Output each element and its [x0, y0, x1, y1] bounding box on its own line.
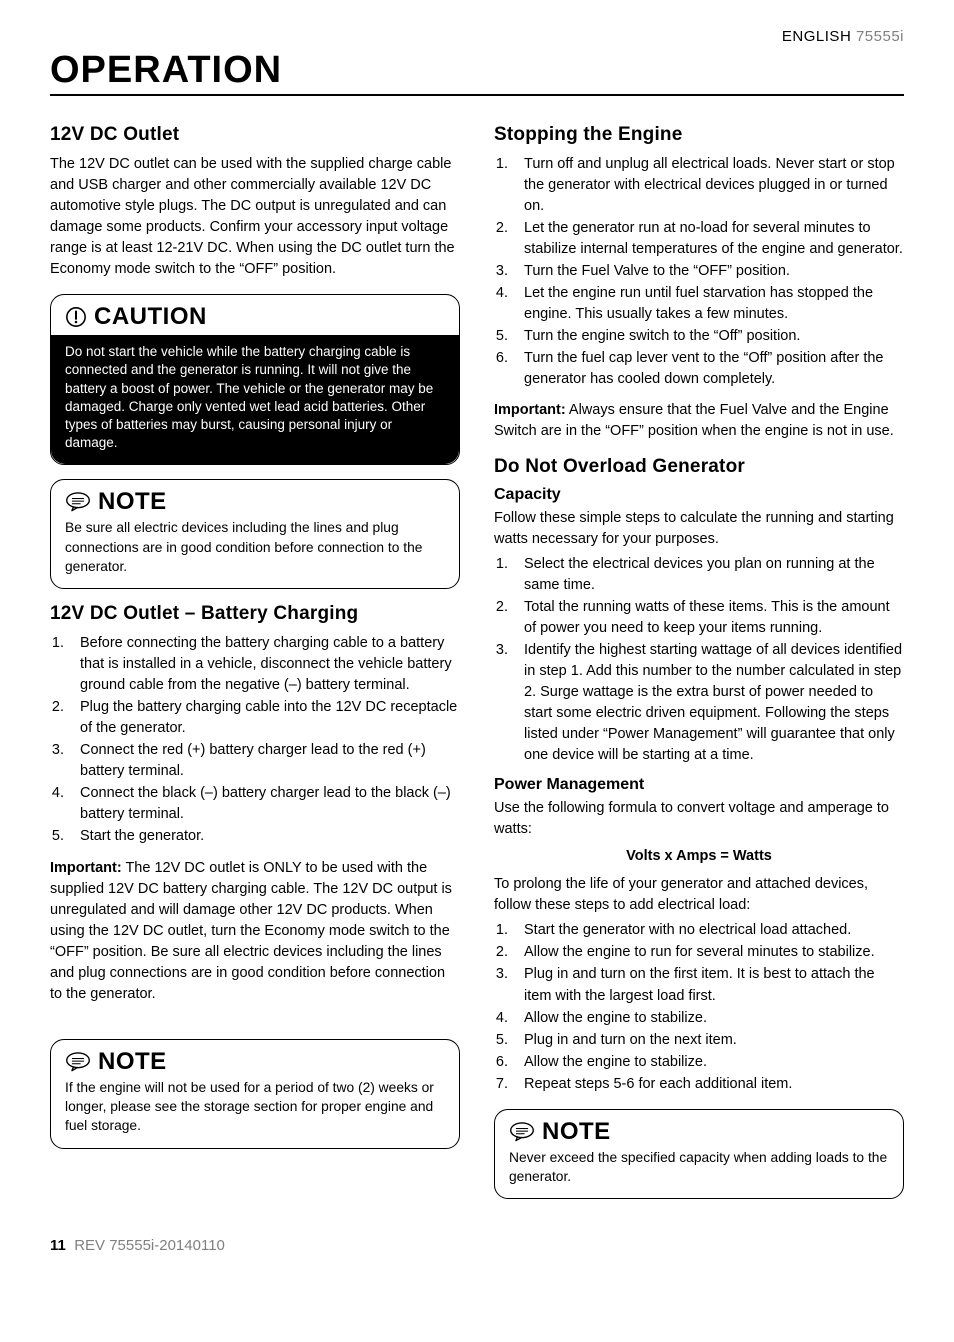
list-item: Plug in and turn on the first item. It i…: [512, 964, 904, 1006]
pm-body2: To prolong the life of your generator an…: [494, 874, 904, 916]
speech-icon: [509, 1121, 535, 1143]
stopping-important: Important: Always ensure that the Fuel V…: [494, 400, 904, 442]
charging-steps: Before connecting the battery charging c…: [50, 633, 460, 847]
note-callout-1: NOTE Be sure all electric devices includ…: [50, 479, 460, 589]
capacity-body: Follow these simple steps to calculate t…: [494, 508, 904, 550]
list-item: Plug in and turn on the next item.: [512, 1030, 904, 1051]
note3-header: NOTE: [509, 1118, 889, 1146]
language-label: ENGLISH: [782, 28, 851, 45]
dc-outlet-heading: 12V DC Outlet: [50, 124, 460, 146]
important-body: The 12V DC outlet is ONLY to be used wit…: [50, 860, 452, 1002]
list-item: Allow the engine to run for several minu…: [512, 942, 904, 963]
pm-steps: Start the generator with no electrical l…: [494, 920, 904, 1094]
pm-body: Use the following formula to convert vol…: [494, 798, 904, 840]
list-item: Plug the battery charging cable into the…: [68, 697, 460, 739]
important-label: Important:: [494, 402, 566, 418]
charging-heading: 12V DC Outlet – Battery Charging: [50, 603, 460, 625]
note1-label: NOTE: [98, 488, 167, 516]
note-callout-3: NOTE Never exceed the specified capacity…: [494, 1109, 904, 1200]
note-callout-2: NOTE If the engine will not be used for …: [50, 1039, 460, 1149]
revision-label: REV 75555i-20140110: [74, 1237, 225, 1254]
note2-header: NOTE: [65, 1048, 445, 1076]
language-model-header: ENGLISH 75555i: [50, 28, 904, 45]
list-item: Allow the engine to stabilize.: [512, 1008, 904, 1029]
page-number: 11: [50, 1237, 66, 1254]
right-column: Stopping the Engine Turn off and unplug …: [494, 124, 904, 1213]
list-item: Connect the red (+) battery charger lead…: [68, 740, 460, 782]
note3-body: Never exceed the specified capacity when…: [509, 1148, 889, 1187]
page-footer: 11 REV 75555i-20140110: [50, 1237, 904, 1254]
speech-icon: [65, 1051, 91, 1073]
stopping-steps: Turn off and unplug all electrical loads…: [494, 154, 904, 390]
note2-label: NOTE: [98, 1048, 167, 1076]
list-item: Let the engine run until fuel starvation…: [512, 283, 904, 325]
list-item: Connect the black (–) battery charger le…: [68, 783, 460, 825]
pm-heading: Power Management: [494, 776, 904, 794]
overload-heading: Do Not Overload Generator: [494, 456, 904, 478]
charging-important: Important: The 12V DC outlet is ONLY to …: [50, 858, 460, 1005]
list-item: Allow the engine to stabilize.: [512, 1052, 904, 1073]
capacity-heading: Capacity: [494, 486, 904, 504]
list-item: Before connecting the battery charging c…: [68, 633, 460, 696]
note2-body: If the engine will not be used for a per…: [65, 1078, 445, 1136]
list-item: Identify the highest starting wattage of…: [512, 640, 904, 766]
list-item: Start the generator with no electrical l…: [512, 920, 904, 941]
dc-outlet-body: The 12V DC outlet can be used with the s…: [50, 154, 460, 280]
model-label: 75555i: [856, 28, 904, 45]
content-columns: 12V DC Outlet The 12V DC outlet can be u…: [50, 124, 904, 1213]
list-item: Repeat steps 5-6 for each additional ite…: [512, 1074, 904, 1095]
note1-header: NOTE: [65, 488, 445, 516]
caution-icon: [65, 306, 87, 328]
caution-label: CAUTION: [94, 303, 207, 331]
left-column: 12V DC Outlet The 12V DC outlet can be u…: [50, 124, 460, 1213]
list-item: Select the electrical devices you plan o…: [512, 554, 904, 596]
list-item: Total the running watts of these items. …: [512, 597, 904, 639]
list-item: Turn off and unplug all electrical loads…: [512, 154, 904, 217]
capacity-steps: Select the electrical devices you plan o…: [494, 554, 904, 766]
formula: Volts x Amps = Watts: [494, 848, 904, 864]
caution-callout: CAUTION Do not start the vehicle while t…: [50, 294, 460, 465]
caution-header: CAUTION: [65, 303, 445, 331]
speech-icon: [65, 491, 91, 513]
note1-body: Be sure all electric devices including t…: [65, 518, 445, 576]
important-label: Important:: [50, 860, 122, 876]
list-item: Turn the fuel cap lever vent to the “Off…: [512, 348, 904, 390]
list-item: Let the generator run at no-load for sev…: [512, 218, 904, 260]
caution-body: Do not start the vehicle while the batte…: [51, 335, 459, 464]
note3-label: NOTE: [542, 1118, 611, 1146]
list-item: Turn the engine switch to the “Off” posi…: [512, 326, 904, 347]
stopping-heading: Stopping the Engine: [494, 124, 904, 146]
list-item: Start the generator.: [68, 826, 460, 847]
page-title: OPERATION: [50, 49, 904, 96]
list-item: Turn the Fuel Valve to the “OFF” positio…: [512, 261, 904, 282]
